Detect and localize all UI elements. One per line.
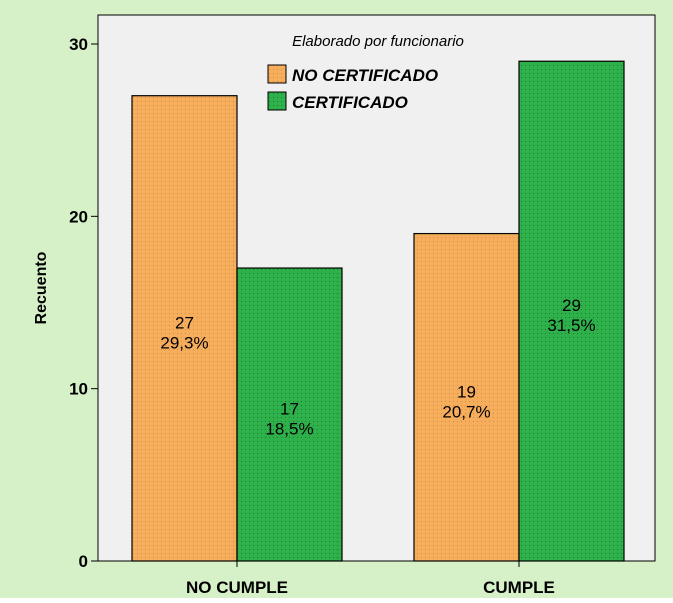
x-tick-label: NO CUMPLE xyxy=(186,578,288,597)
bar-percent-label: 29,3% xyxy=(160,333,208,352)
legend-label: NO CERTIFICADO xyxy=(292,66,438,85)
bar-value-label: 27 xyxy=(175,313,194,332)
legend: Elaborado por funcionario NO CERTIFICADO… xyxy=(267,33,464,112)
legend-label: CERTIFICADO xyxy=(292,93,408,112)
y-tick-label: 0 xyxy=(79,552,88,571)
bar-certificado-1 xyxy=(518,60,625,562)
bar-percent-label: 31,5% xyxy=(547,316,595,335)
y-tick-label: 10 xyxy=(69,380,88,399)
bar-value-label: 17 xyxy=(280,400,299,419)
bar-value-label: 29 xyxy=(562,296,581,315)
bar-value-label: 19 xyxy=(457,382,476,401)
y-tick-label: 20 xyxy=(69,207,88,226)
bar-no-certificado-1 xyxy=(413,232,520,562)
legend-title: Elaborado por funcionario xyxy=(292,33,464,50)
bar-percent-label: 20,7% xyxy=(442,402,490,421)
bar-percent-label: 18,5% xyxy=(265,420,313,439)
x-tick-label: CUMPLE xyxy=(483,578,555,597)
legend-swatch xyxy=(267,91,287,111)
y-tick-label: 30 xyxy=(69,35,88,54)
legend-swatch xyxy=(267,64,287,84)
bar-no-certificado-0 xyxy=(131,95,238,562)
bars-layer xyxy=(131,60,625,562)
x-axis: NO CUMPLE CUMPLE xyxy=(186,561,555,597)
bar-certificado-0 xyxy=(236,267,343,562)
y-axis: 0 10 20 30 xyxy=(69,35,98,571)
y-axis-label: Recuento xyxy=(33,251,50,324)
